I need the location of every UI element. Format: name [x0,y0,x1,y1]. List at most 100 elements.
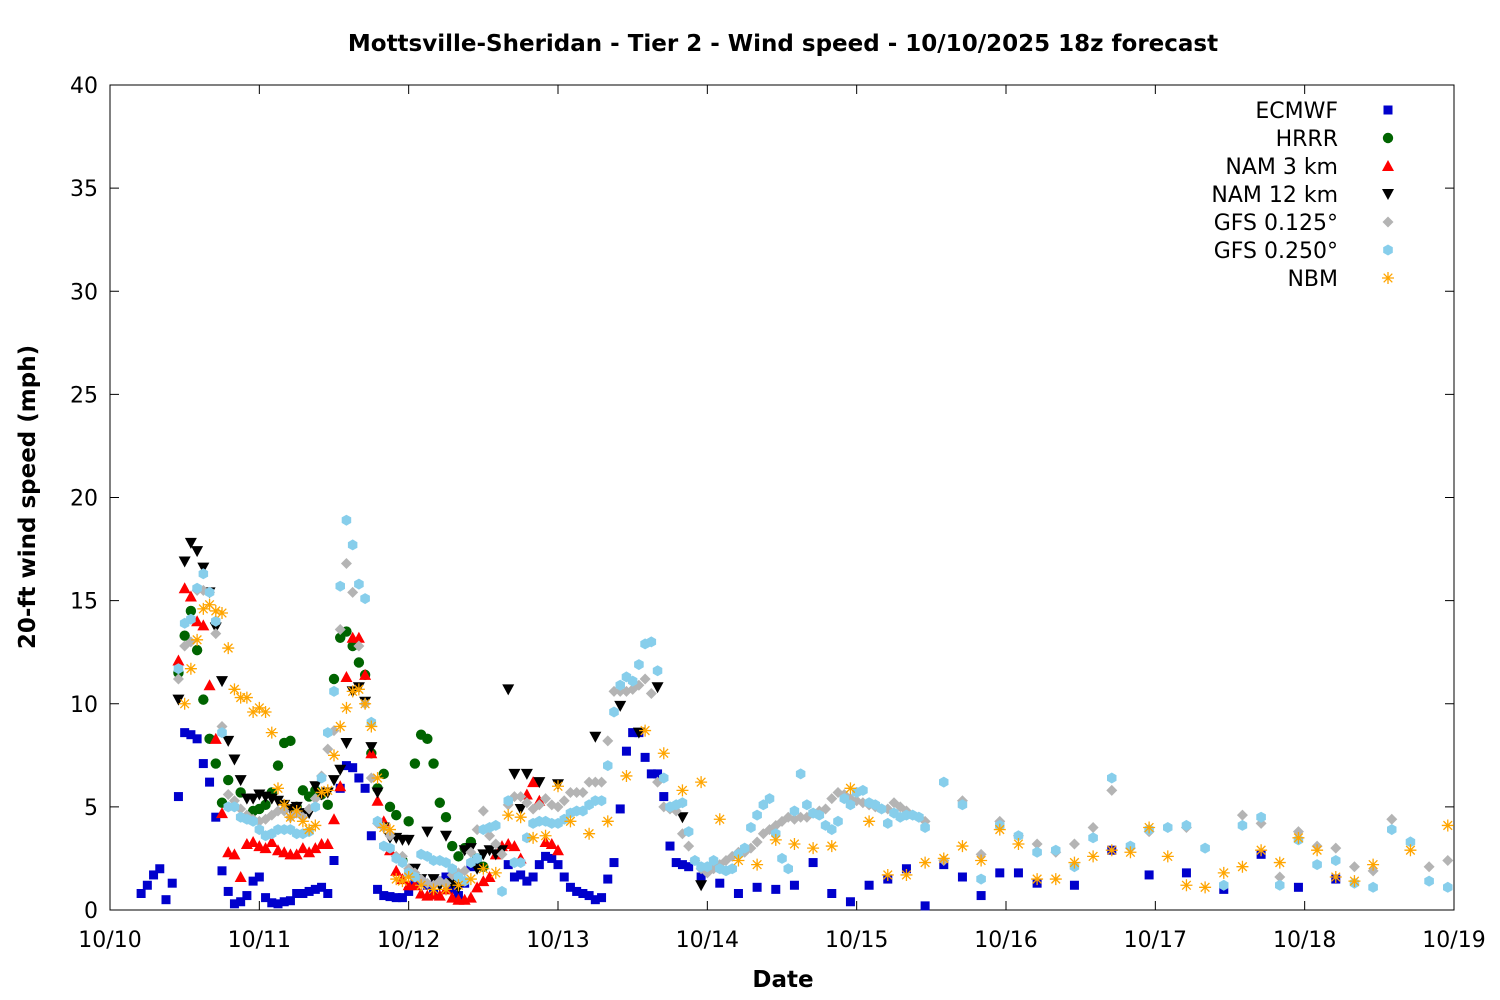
data-point [409,758,421,769]
data-point [197,562,210,574]
data-point [228,683,241,696]
data-point [353,640,365,652]
data-point [340,701,353,714]
data-point [329,856,339,865]
data-point [508,840,521,852]
data-point [808,858,818,868]
data-point [578,889,588,898]
series-nbm [178,598,1454,896]
data-point [464,891,477,903]
data-point [514,803,527,815]
x-tick-label: 10/14 [676,928,739,953]
data-point [552,844,564,856]
data-point [739,842,750,854]
data-point [441,857,451,869]
data-point [192,734,202,744]
data-point [564,786,576,798]
data-point [1255,844,1268,857]
legend-label: NBM [1287,267,1338,292]
data-point [192,582,202,594]
data-point [677,797,688,809]
data-point [503,795,513,807]
data-point [920,901,930,911]
data-point [198,568,209,580]
data-point [639,673,651,685]
data-point [310,884,320,894]
data-point [758,799,769,811]
data-point [247,706,260,718]
data-point [695,776,708,789]
data-point [539,829,552,842]
data-point [217,727,227,739]
data-point [216,676,228,688]
data-point [1348,875,1361,888]
data-point [309,819,322,832]
data-point [597,893,607,903]
data-point [340,558,352,569]
data-point [184,590,197,602]
data-point [578,805,588,817]
data-point [472,852,482,864]
data-point [384,823,396,836]
data-point [528,872,538,882]
data-point [683,840,695,852]
data-point [247,793,260,805]
data-point [1143,821,1156,834]
data-point [1031,838,1043,850]
data-point [976,873,986,885]
data-point [353,657,365,668]
data-point [180,728,190,738]
data-point [172,694,185,706]
data-point [354,578,364,590]
data-point [259,706,272,718]
data-point [1292,831,1305,844]
data-point [858,784,868,796]
data-point [596,776,608,788]
data-point [390,873,403,886]
data-point [1163,822,1173,833]
x-tick-label: 10/18 [1273,928,1336,953]
data-point [172,654,185,666]
data-point [434,797,445,808]
data-point [1013,868,1023,878]
data-point [334,624,346,635]
data-point [191,633,204,646]
data-point [341,761,351,771]
data-point [609,858,619,868]
data-point [708,855,719,866]
data-point [665,841,675,851]
data-point [1348,861,1360,873]
data-point [1049,873,1062,886]
data-point [634,659,644,671]
data-point [304,886,314,896]
data-point [1273,856,1286,869]
data-point [464,873,477,886]
legend-label: NAM 12 km [1211,183,1338,208]
data-point [348,763,358,773]
data-point [402,834,415,846]
data-point [354,773,364,783]
data-point [651,682,664,694]
data-point [1144,870,1154,880]
data-point [845,799,856,811]
data-point [919,856,932,869]
data-point [379,891,389,901]
data-point [334,720,347,733]
data-point [702,861,713,873]
data-points [136,514,1454,911]
data-point [341,514,352,526]
y-tick-label: 10 [70,693,98,718]
data-point [390,864,403,876]
data-point [1012,838,1025,850]
data-point [298,889,308,898]
data-point [303,823,316,836]
data-point [185,605,197,617]
data-point [377,821,390,834]
data-point [303,846,316,858]
data-point [676,784,689,797]
data-point [547,853,557,863]
data-point [204,586,215,598]
data-point [378,768,389,780]
data-point [864,880,874,890]
data-point [316,772,327,784]
